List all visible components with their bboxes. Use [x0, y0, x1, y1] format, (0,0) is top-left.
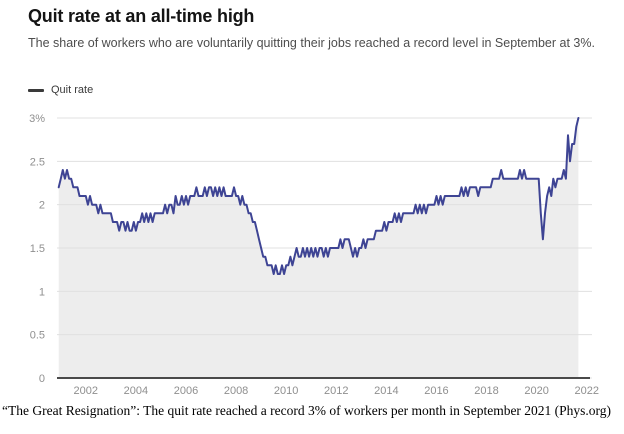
- svg-text:2004: 2004: [124, 385, 148, 397]
- chart-title: Quit rate at an all-time high: [28, 6, 255, 26]
- svg-text:0.5: 0.5: [30, 330, 45, 342]
- chart-subtitle: The share of workers who are voluntarily…: [28, 36, 595, 50]
- svg-text:2016: 2016: [424, 385, 448, 397]
- quit-rate-line: [57, 117, 580, 275]
- legend: Quit rate: [28, 84, 93, 96]
- svg-text:2: 2: [39, 200, 45, 212]
- area-fill: [58, 118, 579, 378]
- svg-text:2022: 2022: [574, 385, 598, 397]
- svg-text:1.5: 1.5: [30, 243, 45, 255]
- svg-text:2014: 2014: [374, 385, 398, 397]
- svg-text:2020: 2020: [524, 385, 548, 397]
- quit-rate-line-chart: 00.511.522.53% 2002 2004 2006 2008 2010 2012 2…: [29, 113, 599, 397]
- legend-line-swatch-icon: [28, 88, 44, 92]
- svg-text:2010: 2010: [274, 385, 298, 397]
- svg-text:3%: 3%: [29, 113, 45, 125]
- svg-text:0: 0: [39, 373, 45, 385]
- svg-text:2002: 2002: [74, 385, 98, 397]
- svg-text:2008: 2008: [224, 385, 248, 397]
- source-caption: “The Great Resignation”: The quit rate r…: [2, 403, 612, 418]
- svg-text:2012: 2012: [324, 385, 348, 397]
- y-axis-labels: 0 0.5 1 1.5 2 2.5 3%: [29, 113, 45, 385]
- x-axis-labels: 2002 2004 2006 2008 2010 2012 2014 2016 2018 2020…: [74, 385, 599, 397]
- svg-text:2018: 2018: [474, 385, 498, 397]
- svg-text:1: 1: [39, 286, 45, 298]
- svg-text:2.5: 2.5: [30, 156, 45, 168]
- legend-label: Quit rate: [51, 84, 94, 96]
- svg-text:2006: 2006: [174, 385, 198, 397]
